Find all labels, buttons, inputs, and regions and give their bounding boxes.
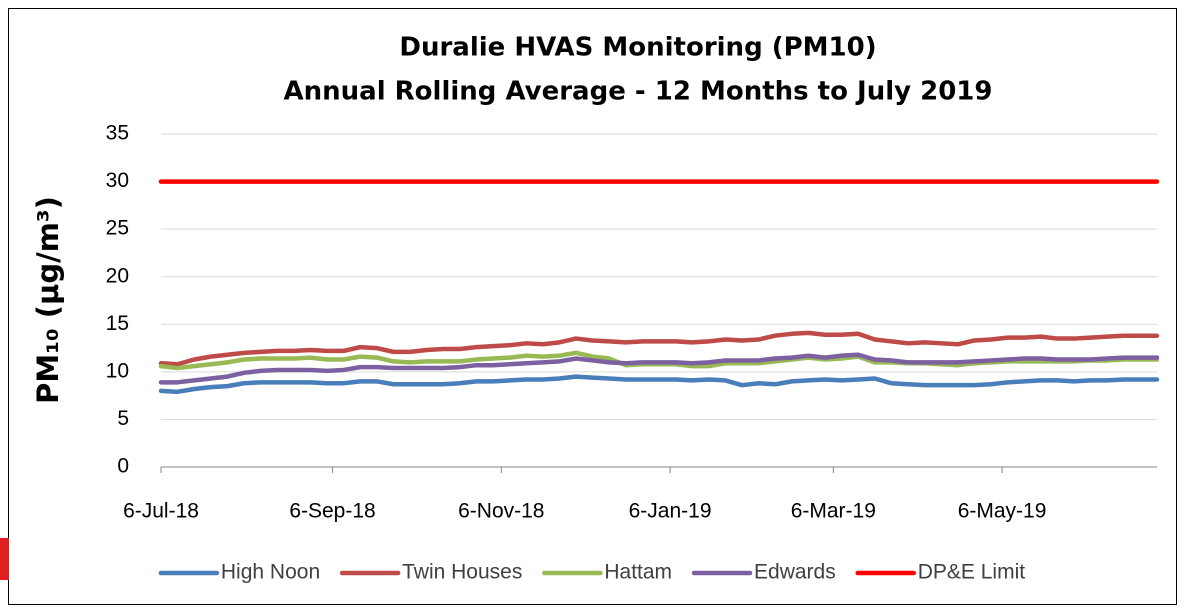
chart-title: Duralie HVAS Monitoring (PM10) xyxy=(399,33,876,63)
y-tick-label: 0 xyxy=(117,455,129,478)
x-tick-label: 6-May-19 xyxy=(958,500,1047,523)
legend-label: High Noon xyxy=(221,561,320,584)
series-line xyxy=(158,352,1160,385)
y-axis-label: PM₁₀ (µg/m³) xyxy=(31,196,65,404)
y-tick-label: 15 xyxy=(106,312,129,335)
chart-frame xyxy=(8,8,1177,605)
y-tick-label: 5 xyxy=(117,407,129,430)
series-line xyxy=(158,374,1160,395)
series-line xyxy=(158,330,1160,367)
x-tick-label: 6-Nov-18 xyxy=(458,500,544,523)
legend-label: Edwards xyxy=(754,561,836,584)
y-tick-label: 10 xyxy=(106,359,129,382)
x-tick-label: 6-Sep-18 xyxy=(289,500,375,523)
x-tick-label: 6-Jul-18 xyxy=(123,500,199,523)
x-tick-label: 6-Jan-19 xyxy=(629,500,712,523)
x-tick-label: 6-Mar-19 xyxy=(791,500,876,523)
chart-subtitle: Annual Rolling Average - 12 Months to Ju… xyxy=(284,77,993,107)
legend-label: Twin Houses xyxy=(402,561,522,584)
legend-label: DP&E Limit xyxy=(918,561,1026,584)
y-tick-label: 35 xyxy=(106,122,129,145)
y-tick-label: 20 xyxy=(106,264,129,287)
y-tick-label: 30 xyxy=(106,169,129,192)
legend-label: Hattam xyxy=(604,561,672,584)
y-tick-label: 25 xyxy=(106,217,129,240)
edge-marker xyxy=(0,538,9,580)
